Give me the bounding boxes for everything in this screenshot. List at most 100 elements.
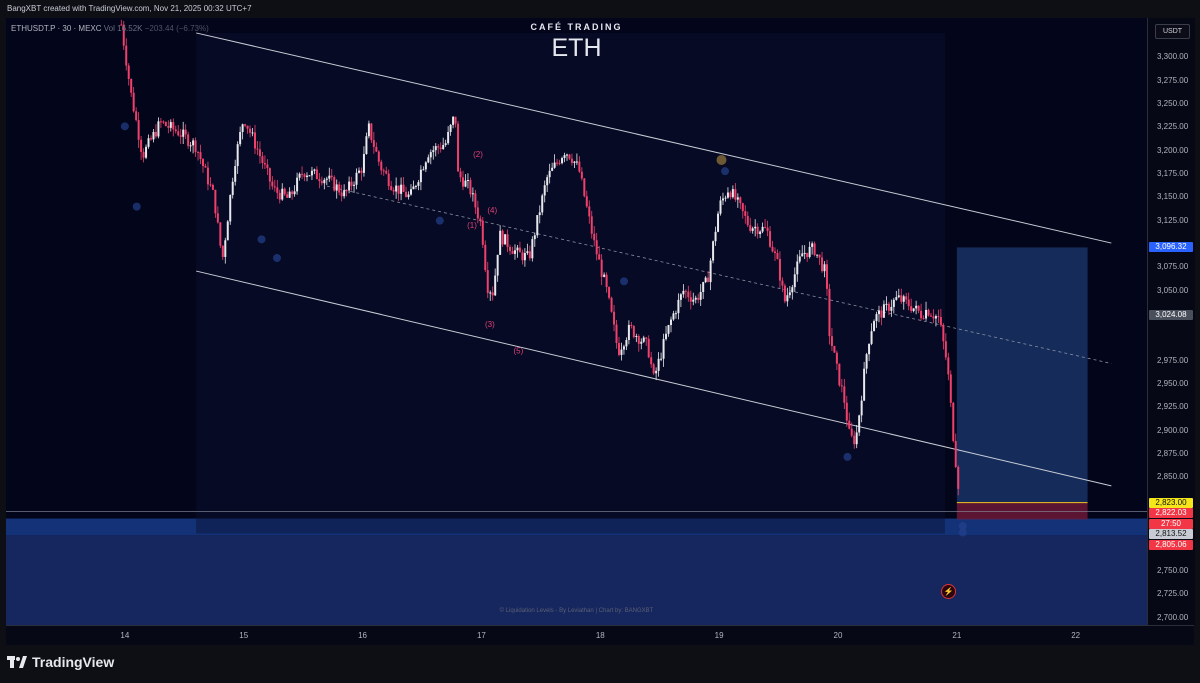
- symbol-label[interactable]: ETHUSDT.P · 30 · MEXC: [11, 24, 102, 33]
- candle-body: [699, 292, 702, 300]
- candle-body: [273, 186, 276, 188]
- candle-body: [929, 315, 932, 317]
- chart-canvas[interactable]: (2) (4) (1) (3) (5): [6, 18, 1147, 625]
- chart-pane[interactable]: (2) (4) (1) (3) (5) ETHUSDT.P · 30 · MEXC Vo…: [6, 18, 1147, 625]
- zone-liquidation-weak: [6, 535, 1147, 625]
- candle-body: [325, 178, 328, 180]
- candle-body: [736, 197, 739, 200]
- candle-body: [568, 154, 571, 159]
- candle-body: [427, 157, 430, 163]
- time-tick: 18: [595, 631, 605, 640]
- candle-body: [518, 247, 521, 253]
- candle-body: [880, 310, 883, 318]
- liquidation-bubble: [958, 528, 967, 537]
- candle-body: [647, 338, 650, 358]
- price-tick: 2,725.00: [1157, 589, 1189, 599]
- candle-body: [667, 325, 670, 334]
- candle-body: [162, 121, 165, 123]
- candle-body: [677, 299, 680, 314]
- candle-body: [823, 264, 826, 272]
- candle-body: [543, 185, 546, 196]
- price-axis[interactable]: USDT 3,300.00 3,275.00 3,250.00 3,225.00 3,2…: [1147, 18, 1195, 625]
- candle-body: [229, 195, 232, 222]
- candle-body: [783, 285, 786, 302]
- candle-body: [811, 243, 814, 247]
- time-axis[interactable]: 14 15 16 17 18 19 20 21 22: [6, 625, 1194, 646]
- candle-body: [709, 260, 712, 283]
- candle-body: [925, 309, 928, 319]
- candle-body: [402, 184, 405, 192]
- candle-body: [761, 226, 764, 232]
- candle-body: [630, 324, 633, 327]
- candle-body: [179, 135, 182, 137]
- candle-body: [457, 123, 460, 172]
- candle-body: [154, 131, 157, 137]
- candle-body: [266, 164, 269, 169]
- wave-label: (1): [467, 221, 477, 230]
- candle-body: [365, 136, 368, 155]
- candle-body: [590, 216, 593, 234]
- candle-body: [244, 124, 247, 126]
- candle-body: [717, 213, 720, 232]
- time-tick: 14: [120, 631, 130, 640]
- candle-body: [474, 193, 477, 208]
- candle-body: [954, 440, 957, 468]
- candle-body: [749, 225, 752, 231]
- candle-body: [840, 385, 843, 387]
- candle-body: [135, 111, 138, 121]
- candle-body: [261, 156, 264, 164]
- lightning-icon[interactable]: ⚡: [941, 584, 956, 599]
- candle-body: [437, 146, 440, 148]
- candle-body: [211, 184, 214, 190]
- candle-body: [484, 244, 487, 271]
- footer: TradingView: [0, 645, 1200, 683]
- candle-body: [377, 151, 380, 162]
- time-tick: 19: [714, 631, 724, 640]
- time-tick: 22: [1071, 631, 1081, 640]
- candle-body: [563, 155, 566, 159]
- time-tick: 17: [476, 631, 486, 640]
- candle-body: [813, 243, 816, 256]
- candle-body: [125, 45, 128, 66]
- change-value: −203.44 (−6.73%): [144, 24, 209, 33]
- candle-body: [442, 145, 445, 149]
- price-tick: 2,925.00: [1157, 402, 1189, 412]
- candle-body: [202, 159, 205, 167]
- candle-body: [754, 226, 757, 229]
- candle-body: [350, 181, 353, 186]
- candle-body: [625, 340, 628, 347]
- currency-unit-button[interactable]: USDT: [1155, 24, 1190, 39]
- candle-body: [635, 336, 638, 338]
- candle-body: [169, 122, 172, 128]
- candle-body: [642, 337, 645, 342]
- candle-body: [870, 331, 873, 344]
- candle-body: [357, 170, 360, 173]
- candle-body: [882, 304, 885, 318]
- candle-body: [645, 337, 648, 339]
- candle-body: [868, 343, 871, 355]
- brand-subtitle: CAFÉ TRADING: [530, 22, 623, 32]
- price-tag: 3,096.32: [1149, 242, 1193, 253]
- candle-body: [788, 292, 791, 296]
- candle-body: [385, 170, 388, 174]
- price-tag: 3,024.08: [1149, 309, 1193, 320]
- candle-body: [417, 182, 420, 186]
- candle-body: [892, 299, 895, 307]
- candle-body: [253, 132, 256, 149]
- candle-body: [409, 189, 412, 195]
- candle-body: [853, 435, 856, 445]
- liquidation-bubble: [132, 202, 141, 211]
- tradingview-logo[interactable]: TradingView: [7, 654, 114, 670]
- candle-body: [920, 310, 923, 319]
- candle-body: [145, 146, 148, 158]
- symbol-legend[interactable]: ETHUSDT.P · 30 · MEXC Vol 16.52K −203.44…: [11, 24, 209, 33]
- liquidation-bubble: [272, 253, 281, 262]
- candle-body: [429, 152, 432, 158]
- channel-upper-line: [196, 32, 1112, 244]
- candle-body: [197, 151, 200, 153]
- candle-body: [189, 145, 192, 147]
- candle-body: [174, 129, 177, 132]
- candle-body: [187, 134, 190, 146]
- price-tag: 27:50: [1149, 518, 1193, 529]
- candle-body: [239, 132, 242, 145]
